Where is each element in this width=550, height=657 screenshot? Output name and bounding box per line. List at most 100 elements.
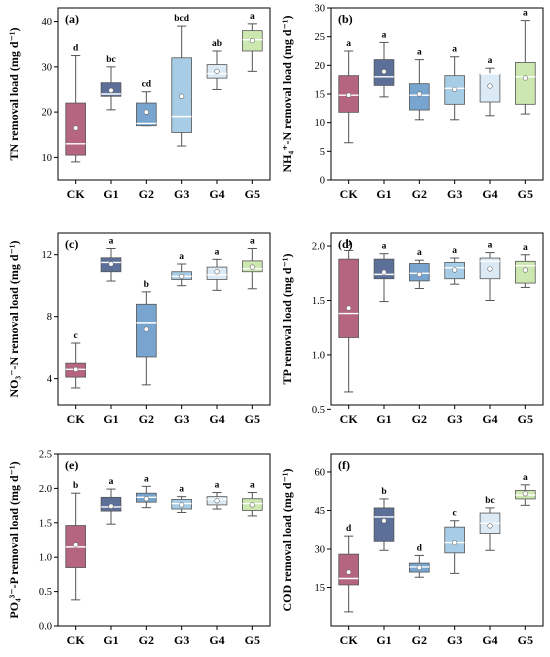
significance-letter: a [417,48,422,58]
x-category-label: G5 [245,187,260,201]
x-category-label: G3 [174,633,189,647]
significance-letter: a [179,485,184,495]
x-category-label: G4 [209,187,224,201]
mean-marker [249,37,255,44]
mean-marker [346,305,352,311]
mean-marker [416,564,422,571]
significance-letter: a [144,474,149,484]
panel-label: (c) [65,237,78,251]
box-G4: a [479,56,501,117]
significance-letter: a [346,39,351,49]
box-G5: a [515,473,536,506]
mean-marker [452,267,458,273]
mean-marker [346,92,352,98]
plot-frame [330,232,544,406]
y-tick-label: 1.5 [312,296,325,307]
mean-marker [179,502,185,508]
y-tick-label: 30 [42,62,53,73]
x-category-label: G3 [174,412,189,426]
mean-marker [73,125,79,131]
mean-marker [108,87,114,93]
box-G3: bcd [171,14,192,147]
significance-letter: a [523,9,528,19]
y-axis-title: TN removal load (mg d⁻¹) [7,27,21,160]
significance-letter: d [417,543,423,553]
significance-letter: a [417,248,422,258]
plot-frame [330,453,544,627]
significance-letter: b [346,238,351,248]
box-G4: a [206,481,228,510]
mean-marker [143,496,149,502]
y-tick-label: 0.5 [312,405,325,416]
x-category-label: G1 [376,633,391,647]
x-category-label: G1 [103,187,118,201]
iqr-box [373,258,395,280]
mean-marker [214,68,220,74]
box-G1: b [373,487,395,551]
box-G4: bc [479,496,501,551]
x-category-label: CK [67,412,86,426]
mean-marker [73,542,79,548]
x-category-label: G2 [139,187,154,201]
x-category-label: G1 [376,187,391,201]
plot-frame [330,7,544,181]
box-G1: a [373,30,395,98]
mean-marker [143,109,149,115]
mean-marker [452,539,458,546]
chart-panel-4: 0.5 1.0 1.5 2.0 CK G1 G2 G3 G4 G5 TP removal load … [280,232,544,426]
significance-letter: b [381,487,386,497]
box-G2: b [136,280,157,386]
x-category-label: CK [67,633,86,647]
mean-marker [249,264,255,270]
y-tick-label: 1.0 [312,350,325,361]
mean-marker [179,93,185,99]
y-tick-label: 4 [47,374,53,385]
panel-label: (f) [338,458,350,472]
y-tick-label: 8 [47,312,52,323]
significance-letter: a [215,481,220,491]
mean-marker [143,326,149,332]
box-G4: a [479,241,501,301]
mean-marker [416,91,422,97]
panel-label: (d) [338,237,353,251]
box-CK: d [65,44,86,163]
x-category-label: G5 [518,633,533,647]
y-tick-label: 25 [315,32,326,43]
mean-marker [522,75,528,81]
mean-marker [249,502,255,508]
x-category-label: G3 [447,187,462,201]
x-category-label: G4 [209,412,224,426]
x-category-label: CK [340,633,359,647]
box-CK: b [65,481,86,601]
y-tick-label: 15 [315,90,326,101]
mean-marker [487,83,493,89]
box-CK: d [338,524,359,613]
y-tick-label: 10 [42,153,53,164]
y-axis-title: TP removal load (mg d⁻¹) [280,253,294,384]
box-G5: a [515,243,536,288]
significance-letter: d [73,44,79,54]
x-category-label: G4 [209,633,224,647]
y-axis-title: COD removal load (mg d⁻¹) [280,468,294,611]
box-G4: a [206,247,228,291]
plot-frame [57,453,271,627]
significance-letter: bc [485,496,495,506]
iqr-box [515,62,536,105]
y-tick-label: 30 [315,4,326,15]
box-CK: b [338,238,359,393]
box-G3: c [444,509,465,574]
box-CK: c [65,331,86,389]
mean-marker [108,503,114,509]
significance-letter: a [488,56,493,66]
significance-letter: bcd [174,14,190,24]
significance-letter: a [523,473,528,483]
mean-marker [214,498,220,504]
mean-marker [214,269,220,275]
x-category-label: G3 [174,187,189,201]
panel-label: (e) [65,458,78,472]
y-tick-label: 2.5 [39,450,52,461]
y-tick-label: 20 [315,61,326,72]
significance-letter: a [250,12,255,22]
box-G3: a [171,485,192,513]
x-category-label: G4 [482,633,497,647]
